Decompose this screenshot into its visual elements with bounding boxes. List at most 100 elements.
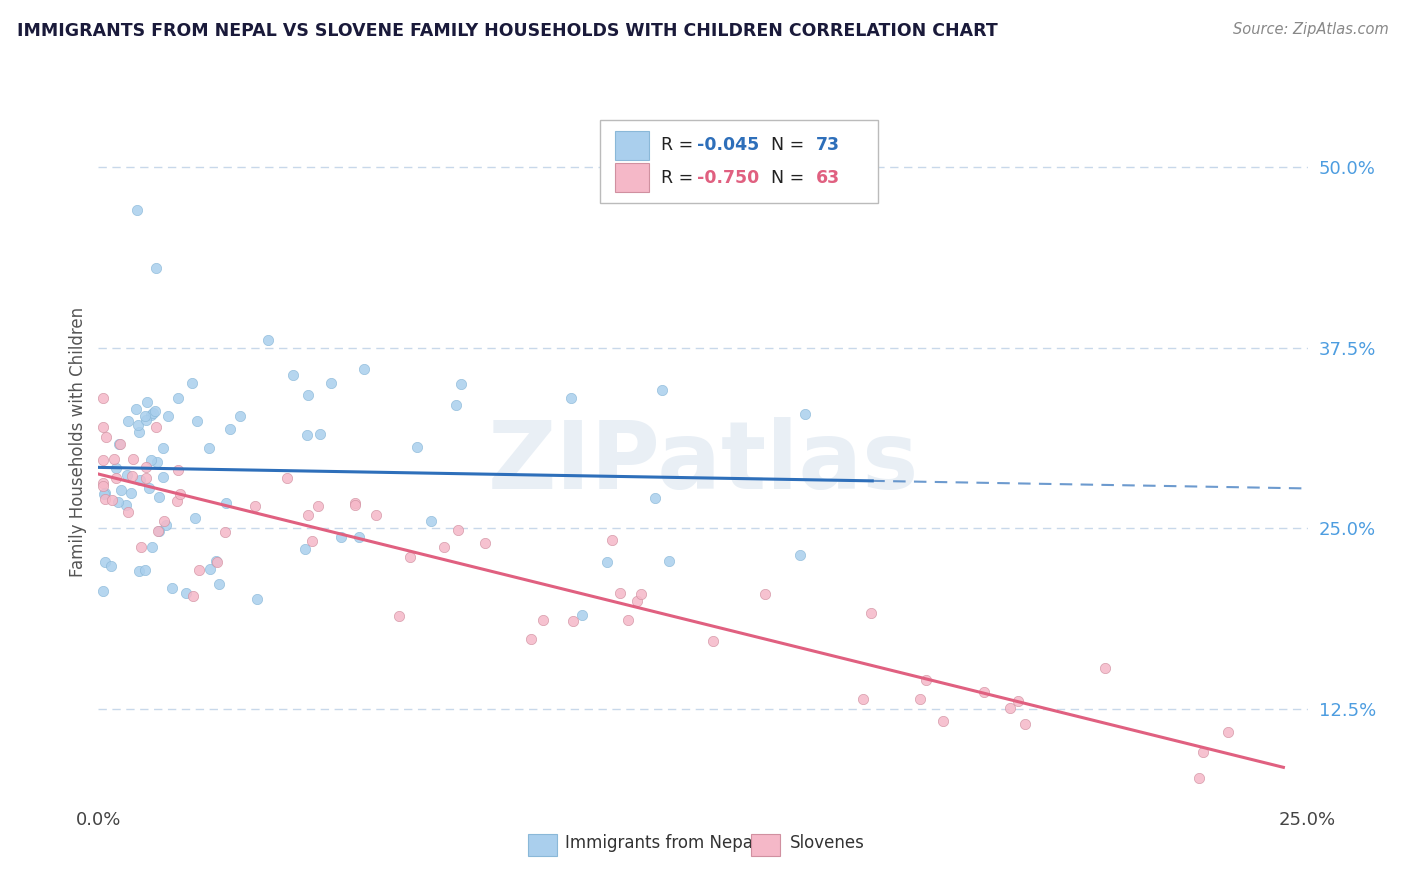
Point [600, 533, 623, 548]
Point [399, 549, 422, 564]
Text: N =: N = [759, 169, 810, 186]
Point [609, 586, 631, 600]
Point [145, 419, 167, 434]
Text: Immigrants from Nepal: Immigrants from Nepal [565, 833, 758, 852]
Point [117, 505, 139, 519]
Text: ZIPatlas: ZIPatlas [488, 417, 918, 509]
FancyBboxPatch shape [600, 120, 879, 203]
Point [297, 388, 319, 402]
Point [214, 525, 236, 540]
Point [148, 524, 170, 538]
Point [754, 587, 776, 601]
Point [91, 391, 114, 405]
Point [148, 490, 170, 504]
Point [93, 487, 115, 501]
Point [644, 491, 666, 506]
Point [94, 555, 117, 569]
Point [115, 468, 138, 483]
Point [281, 368, 304, 382]
Point [143, 403, 166, 417]
Point [1216, 724, 1239, 739]
Point [474, 536, 496, 550]
Point [187, 563, 209, 577]
Point [94, 492, 117, 507]
Point [208, 577, 231, 591]
Point [1188, 772, 1211, 786]
Text: 63: 63 [815, 169, 839, 186]
Point [94, 486, 117, 500]
Point [169, 487, 191, 501]
Point [205, 554, 228, 568]
FancyBboxPatch shape [527, 834, 557, 855]
Point [245, 499, 267, 513]
Point [125, 401, 148, 416]
Point [200, 562, 222, 576]
Point [155, 518, 177, 533]
Point [91, 475, 114, 490]
Point [349, 530, 371, 544]
Point [1014, 716, 1036, 731]
Point [860, 606, 883, 620]
Point [114, 498, 136, 512]
Point [321, 376, 343, 391]
Point [127, 417, 149, 432]
Point [658, 554, 681, 568]
Point [100, 559, 122, 574]
Point [626, 593, 648, 607]
Point [388, 609, 411, 624]
Point [309, 427, 332, 442]
Point [562, 614, 585, 628]
Point [297, 427, 319, 442]
Point [145, 261, 167, 276]
Point [186, 414, 208, 428]
Point [146, 455, 169, 469]
Point [139, 453, 162, 467]
Point [107, 494, 129, 508]
Point [794, 407, 817, 421]
Point [229, 409, 252, 424]
Point [198, 441, 221, 455]
Y-axis label: Family Households with Children: Family Households with Children [69, 307, 87, 576]
Point [167, 391, 190, 405]
Point [297, 508, 319, 522]
Point [789, 548, 811, 562]
Point [96, 430, 118, 444]
Point [104, 471, 127, 485]
Point [256, 334, 278, 348]
Point [366, 508, 388, 522]
Text: R =: R = [661, 136, 699, 154]
Point [301, 534, 323, 549]
Point [1094, 661, 1116, 675]
Point [183, 511, 205, 525]
Point [852, 691, 875, 706]
Point [343, 498, 366, 512]
Point [307, 499, 329, 513]
Point [1007, 694, 1029, 708]
FancyBboxPatch shape [751, 834, 780, 855]
Point [139, 409, 162, 423]
Point [915, 673, 938, 687]
FancyBboxPatch shape [614, 163, 648, 193]
Point [110, 483, 132, 498]
Point [91, 584, 114, 599]
Point [129, 473, 152, 487]
Text: N =: N = [759, 136, 810, 154]
Point [330, 530, 353, 544]
Text: IMMIGRANTS FROM NEPAL VS SLOVENE FAMILY HOUSEHOLDS WITH CHILDREN CORRELATION CHA: IMMIGRANTS FROM NEPAL VS SLOVENE FAMILY … [17, 22, 998, 40]
Point [101, 493, 124, 508]
Point [122, 451, 145, 466]
Point [129, 541, 152, 555]
Point [152, 515, 174, 529]
Point [146, 524, 169, 538]
Point [183, 589, 205, 603]
Point [91, 479, 114, 493]
Text: R =: R = [661, 169, 699, 186]
Point [104, 460, 127, 475]
Point [162, 581, 184, 595]
Point [205, 555, 228, 569]
Point [142, 406, 165, 420]
Point [973, 685, 995, 699]
Point [152, 441, 174, 455]
Point [117, 413, 139, 427]
Text: -0.750: -0.750 [697, 169, 759, 186]
